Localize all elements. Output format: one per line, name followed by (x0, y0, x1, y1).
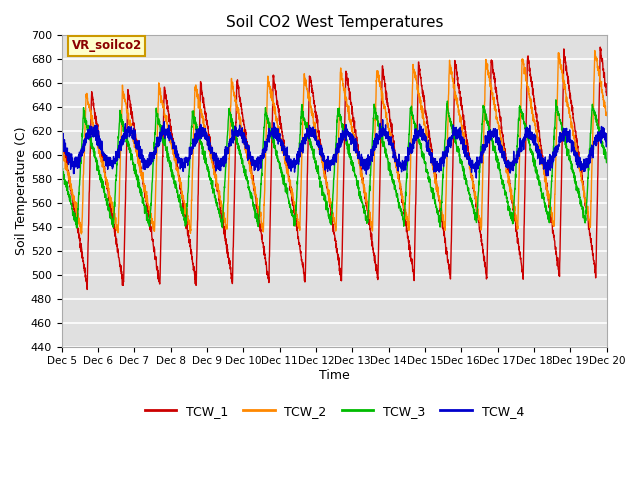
TCW_3 (58, 161, 65, 167)
TCW_1 (267, 186, 275, 192)
TCW_2 (591, 48, 598, 53)
TCW_1 (83, 287, 91, 292)
TCW_1 (603, 91, 611, 97)
TCW_4 (267, 131, 275, 136)
TCW_3 (534, 173, 541, 179)
TCW_2 (58, 140, 65, 146)
TCW_3 (120, 129, 128, 134)
TCW_3 (291, 219, 298, 225)
TCW_2 (291, 199, 298, 205)
TCW_3 (552, 97, 560, 103)
TCW_2 (593, 58, 600, 64)
Y-axis label: Soil Temperature (C): Soil Temperature (C) (15, 127, 28, 255)
TCW_1 (534, 124, 541, 130)
TCW_4 (379, 117, 387, 122)
TCW_2 (152, 160, 160, 166)
X-axis label: Time: Time (319, 369, 349, 382)
TCW_1 (596, 44, 604, 50)
TCW_4 (472, 175, 480, 181)
TCW_4 (593, 133, 600, 139)
TCW_4 (603, 137, 611, 143)
TCW_3 (603, 156, 611, 162)
TCW_4 (534, 156, 541, 161)
Line: TCW_2: TCW_2 (61, 50, 607, 234)
TCW_4 (152, 141, 160, 146)
TCW_2 (534, 138, 541, 144)
TCW_3 (267, 131, 275, 137)
TCW_1 (152, 263, 160, 269)
TCW_1 (291, 211, 298, 217)
TCW_2 (120, 96, 128, 101)
TCW_2 (267, 86, 275, 92)
Legend: TCW_1, TCW_2, TCW_3, TCW_4: TCW_1, TCW_2, TCW_3, TCW_4 (140, 400, 529, 423)
TCW_3 (593, 120, 600, 125)
Line: TCW_1: TCW_1 (61, 47, 607, 289)
Line: TCW_3: TCW_3 (61, 100, 607, 228)
TCW_4 (58, 129, 65, 135)
TCW_2 (603, 113, 611, 119)
TCW_2 (77, 231, 85, 237)
TCW_3 (73, 225, 81, 231)
TCW_1 (593, 257, 600, 263)
TCW_4 (291, 158, 298, 164)
Text: VR_soilco2: VR_soilco2 (72, 39, 142, 52)
TCW_1 (58, 127, 65, 133)
TCW_4 (120, 132, 128, 138)
Line: TCW_4: TCW_4 (61, 120, 607, 178)
TCW_1 (120, 260, 128, 266)
Title: Soil CO2 West Temperatures: Soil CO2 West Temperatures (225, 15, 443, 30)
TCW_3 (152, 109, 160, 115)
